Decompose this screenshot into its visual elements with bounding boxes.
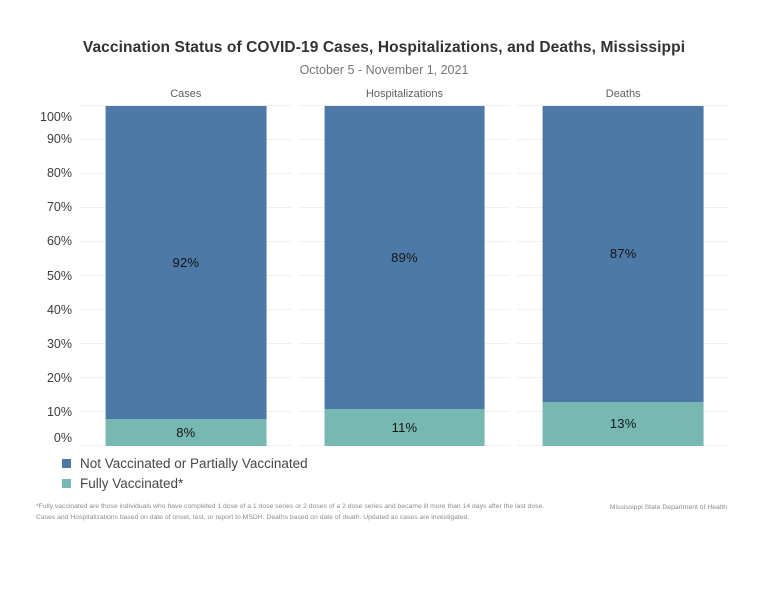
legend-label: Fully Vaccinated* [80, 475, 184, 491]
stacked-bar-hospitalizations: 89% 11% [324, 106, 485, 446]
y-axis-tick-80: 80% [46, 166, 72, 181]
segment-value-label: 8% [176, 424, 196, 440]
panes: 92% 8% 89% 11% 87% 13% [80, 105, 730, 446]
legend-item-fully-vaccinated[interactable]: Fully Vaccinated* [62, 473, 308, 493]
y-axis-tick-70: 70% [46, 200, 72, 215]
source-attribution: Mississippi State Department of Health [609, 504, 727, 511]
stacked-bar-cases: 92% 8% [105, 106, 267, 446]
bar-segment-not-vaccinated-hospitalizations[interactable]: 89% [324, 106, 485, 409]
footnote-line2: Cases and Hospitalizations based on date… [36, 514, 470, 521]
y-axis: 100% 90% 80% 70% 60% 50% 40% 30% 20% 10% 0% [0, 105, 76, 446]
y-axis-tick-60: 60% [46, 234, 72, 249]
footnote-line1: *Fully vaccinated are those individuals … [36, 503, 545, 510]
chart-subtitle: October 5 - November 1, 2021 [299, 63, 469, 77]
y-axis-tick-10: 10% [46, 404, 72, 419]
bar-segment-fully-vaccinated-deaths[interactable]: 13% [542, 401, 704, 446]
y-axis-tick-50: 50% [46, 268, 72, 283]
legend: Not Vaccinated or Partially Vaccinated F… [62, 453, 308, 493]
legend-item-not-vaccinated[interactable]: Not Vaccinated or Partially Vaccinated [62, 453, 308, 473]
segment-value-label: 92% [172, 254, 200, 270]
pane-cases: 92% 8% [80, 105, 292, 446]
chart-title: Vaccination Status of COVID-19 Cases, Ho… [82, 39, 686, 56]
bar-segment-not-vaccinated-cases[interactable]: 92% [105, 106, 267, 419]
y-axis-tick-0: 0% [53, 431, 72, 445]
pane-hospitalizations: 89% 11% [298, 105, 511, 446]
plot-area: 92% 8% 89% 11% 87% 13% [80, 105, 730, 446]
column-headers: Cases Hospitalizations Deaths [80, 88, 729, 102]
bar-segment-fully-vaccinated-hospitalizations[interactable]: 11% [324, 408, 485, 446]
y-axis-tick-20: 20% [46, 370, 72, 385]
y-axis-tick-90: 90% [46, 132, 72, 147]
segment-value-label: 89% [391, 249, 418, 265]
legend-label: Not Vaccinated or Partially Vaccinated [80, 455, 308, 471]
legend-swatch-not-vaccinated-icon [62, 458, 71, 468]
stacked-bar-deaths: 87% 13% [542, 106, 704, 446]
segment-value-label: 11% [391, 419, 418, 435]
segment-value-label: 13% [609, 416, 637, 432]
pane-deaths: 87% 13% [517, 105, 730, 446]
column-header-cases: Cases [170, 88, 202, 100]
y-axis-tick-100: 100% [40, 110, 72, 124]
bar-segment-fully-vaccinated-cases[interactable]: 8% [105, 418, 267, 446]
segment-value-label: 87% [609, 246, 637, 262]
y-axis-tick-40: 40% [46, 302, 72, 317]
legend-swatch-fully-vaccinated-icon [62, 478, 71, 488]
column-header-deaths: Deaths [605, 88, 641, 100]
bar-segment-not-vaccinated-deaths[interactable]: 87% [542, 106, 704, 402]
column-header-hospitalizations: Hospitalizations [365, 88, 444, 100]
footnote: *Fully vaccinated are those individuals … [36, 501, 556, 523]
y-axis-tick-30: 30% [46, 336, 72, 351]
